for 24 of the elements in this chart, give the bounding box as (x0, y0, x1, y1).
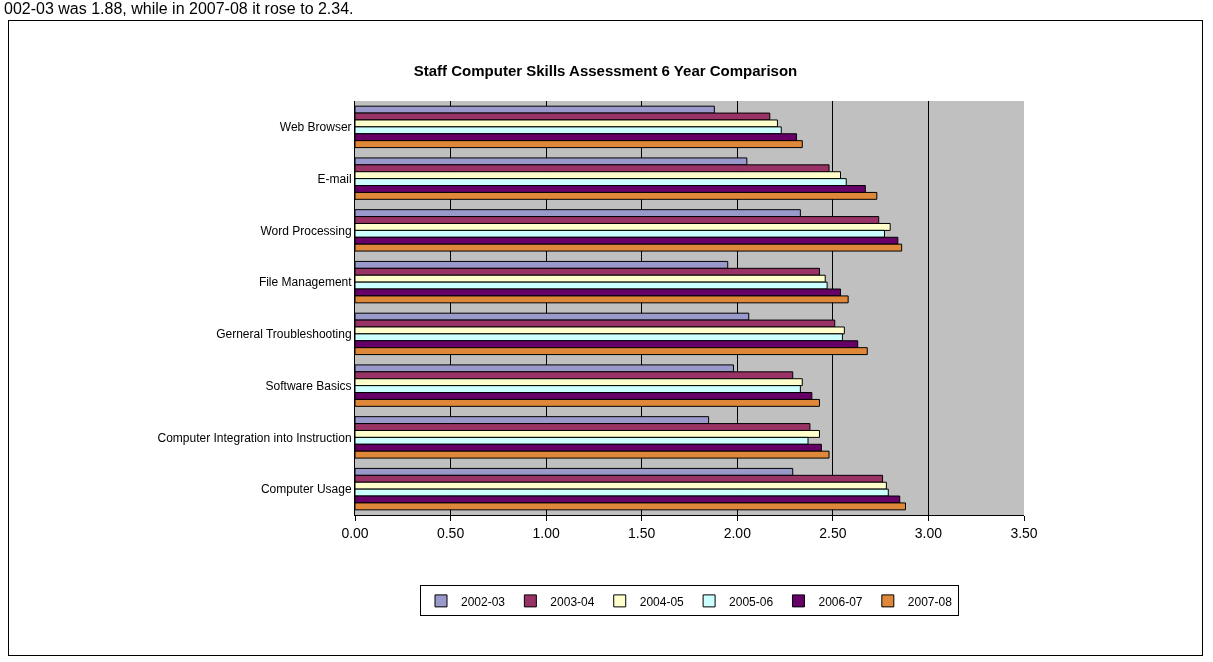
legend-label: 2005-06 (729, 594, 774, 609)
y-tick-label: Word Processing (260, 223, 352, 238)
x-tick-label: 1.00 (532, 524, 560, 541)
text: 002-03 was 1.88, while in 2007-08 it rose to 2.34. (4, 0, 354, 18)
y-tick-label: E-mail (317, 171, 352, 186)
x-tick-label: 2.00 (723, 524, 752, 541)
chart-title: Staff Computer Skills Assessment 6 Year Comparison (413, 61, 798, 79)
x-tick-label: 2.50 (819, 524, 847, 541)
legend-label: 2002-03 (461, 594, 506, 609)
x-tick-label: 3.00 (914, 524, 943, 541)
x-tick-label: 0.50 (436, 524, 465, 541)
y-tick-label: Computer Integration into Instruction (157, 430, 352, 445)
x-tick-label: 1.50 (628, 524, 656, 541)
y-tick-label: Computer Usage (260, 482, 352, 497)
y-tick-label: Software Basics (265, 378, 352, 393)
y-tick-label: File Management (258, 275, 353, 290)
y-tick-label: Gerneral Troubleshooting (216, 327, 352, 342)
x-tick-label: 0.00 (341, 524, 369, 541)
x-tick-label: 3.50 (1010, 524, 1038, 541)
y-tick-label: Web Browser (279, 120, 352, 135)
legend-label: 2007-08 (907, 594, 953, 609)
legend-label: 2006-07 (818, 594, 863, 609)
legend-label: 2003-04 (550, 594, 595, 609)
legend-label: 2004-05 (639, 594, 685, 609)
